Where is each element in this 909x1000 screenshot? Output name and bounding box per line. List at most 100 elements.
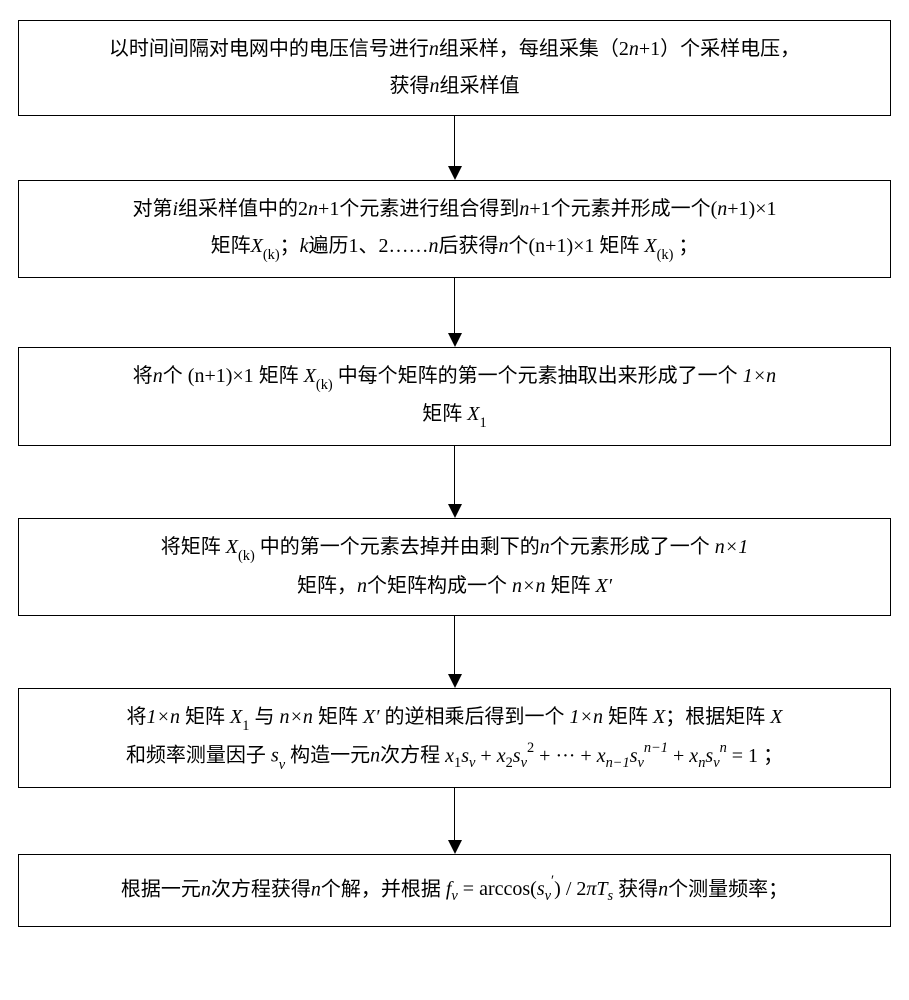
eq: x xyxy=(597,745,606,767)
var-k: k xyxy=(300,235,309,257)
text: ；根据矩阵 xyxy=(665,706,770,728)
var-X: X xyxy=(644,235,656,257)
var-n: n xyxy=(430,75,440,97)
text: 矩阵 xyxy=(550,575,590,597)
eq: v xyxy=(521,755,527,771)
eq: n−1 xyxy=(644,740,668,756)
math: n×n xyxy=(507,575,551,597)
text: 获得 xyxy=(613,878,658,900)
arrow-shaft xyxy=(454,788,456,840)
flowchart-step-5: 将1×n 矩阵 X1 与 n×n 矩阵 X′ 的逆相乘后得到一个 1×n 矩阵 … xyxy=(18,688,891,788)
flowchart-arrow xyxy=(448,788,462,854)
eq: n−1 xyxy=(606,755,630,771)
arrow-shaft xyxy=(454,446,456,504)
text: 根据一元 xyxy=(121,878,201,900)
var-n: n xyxy=(308,198,318,220)
eq: ′ xyxy=(551,873,554,889)
eq: = 1 xyxy=(727,745,758,767)
var-n: n xyxy=(717,198,727,220)
eq: s xyxy=(461,745,469,767)
arrow-head-icon xyxy=(448,674,462,688)
text: 矩阵 xyxy=(211,235,251,257)
var-n: n xyxy=(429,38,439,60)
flowchart-step-6: 根据一元n次方程获得n个解，并根据 fv = arccos(sv′) / 2πT… xyxy=(18,854,891,927)
var-X: X xyxy=(226,536,238,558)
eq: n xyxy=(720,740,727,756)
text: ； xyxy=(280,235,300,257)
math: 1×n xyxy=(147,706,186,728)
text: 将 xyxy=(127,706,147,728)
text: 和频率测量因子 xyxy=(126,745,271,767)
var-n: n xyxy=(370,745,380,767)
text: 矩阵 xyxy=(608,706,653,728)
arrow-head-icon xyxy=(448,840,462,854)
arrow-shaft xyxy=(454,116,456,166)
eq: v xyxy=(713,755,719,771)
var-n: n xyxy=(311,878,321,900)
text: 对第 xyxy=(132,198,172,220)
arrow-shaft xyxy=(454,616,456,674)
text: 与 xyxy=(249,706,274,728)
flowchart-step-3: 将n个 (n+1)×1 矩阵 X(k) 中每个矩阵的第一个元素抽取出来形成了一个… xyxy=(18,347,891,446)
text: 以时间间隔对电网中的电压信号进行 xyxy=(109,38,429,60)
var-Xprime: X′ xyxy=(363,706,385,728)
var-n: n xyxy=(658,878,668,900)
eq: π xyxy=(586,878,596,900)
math: n×n xyxy=(274,706,318,728)
text: 次方程 xyxy=(380,745,445,767)
subscript: (k) xyxy=(238,548,255,564)
flowchart-arrow xyxy=(448,616,462,688)
text: 个 xyxy=(163,365,183,387)
arrow-head-icon xyxy=(448,166,462,180)
eq: 2 xyxy=(506,755,513,771)
var-n: n xyxy=(499,235,509,257)
subscript: (k) xyxy=(316,377,333,393)
subscript: 1 xyxy=(242,718,249,734)
text: +1个元素并形成一个( xyxy=(529,198,717,220)
text: 个解，并根据 xyxy=(321,878,446,900)
subscript: v xyxy=(279,757,285,773)
var-n: n xyxy=(540,536,550,558)
text: 组采样值 xyxy=(440,75,520,97)
text: ； xyxy=(758,745,783,767)
text: 个测量频率； xyxy=(668,878,788,900)
text: 组采样，每组采集（2 xyxy=(439,38,629,60)
text: 组采样值中的2 xyxy=(178,198,308,220)
text: 中的第一个元素去掉并由剩下的 xyxy=(255,536,540,558)
var-X: X xyxy=(251,235,263,257)
text: 中每个矩阵的第一个元素抽取出来形成了一个 xyxy=(333,365,738,387)
math: n×1 xyxy=(710,536,749,558)
var-Xprime: X′ xyxy=(590,575,612,597)
text: ； xyxy=(673,235,698,257)
flowchart-container: 以时间间隔对电网中的电压信号进行n组采样，每组采集（2n+1）个采样电压， 获得… xyxy=(0,0,909,927)
text: +1个元素进行组合得到 xyxy=(318,198,519,220)
arrow-head-icon xyxy=(448,504,462,518)
arrow-shaft xyxy=(454,278,456,333)
text: 将 xyxy=(133,365,153,387)
eq: s xyxy=(537,878,545,900)
text: +1）个采样电压， xyxy=(639,38,800,60)
var-X: X xyxy=(653,706,665,728)
eq: 2 xyxy=(527,740,534,756)
text: 个元素形成了一个 xyxy=(550,536,710,558)
eq: v xyxy=(545,888,551,904)
flowchart-arrow xyxy=(448,446,462,518)
var-n: n xyxy=(429,235,439,257)
var-n: n xyxy=(153,365,163,387)
flowchart-step-1: 以时间间隔对电网中的电压信号进行n组采样，每组采集（2n+1）个采样电压， 获得… xyxy=(18,20,891,116)
eq: x xyxy=(497,745,506,767)
math: (n+1)×1 xyxy=(183,365,259,387)
subscript: 1 xyxy=(480,415,487,431)
var-X: X xyxy=(462,403,479,425)
eq: v xyxy=(638,755,644,771)
math: (n+1)×1 xyxy=(529,235,595,257)
subscript: (k) xyxy=(263,247,280,263)
flowchart-step-2: 对第i组采样值中的2n+1个元素进行组合得到n+1个元素并形成一个(n+1)×1… xyxy=(18,180,891,278)
flowchart-step-4: 将矩阵 X(k) 中的第一个元素去掉并由剩下的n个元素形成了一个 n×1 矩阵，… xyxy=(18,518,891,616)
var-X: X xyxy=(299,365,316,387)
equation: x1sv + x2sv2 + ··· + xn−1svn−1 + xnsvn =… xyxy=(445,745,758,767)
text: 矩阵， xyxy=(297,575,357,597)
text: 将矩阵 xyxy=(161,536,226,558)
eq: x xyxy=(445,745,454,767)
eq: = arccos( xyxy=(458,878,537,900)
